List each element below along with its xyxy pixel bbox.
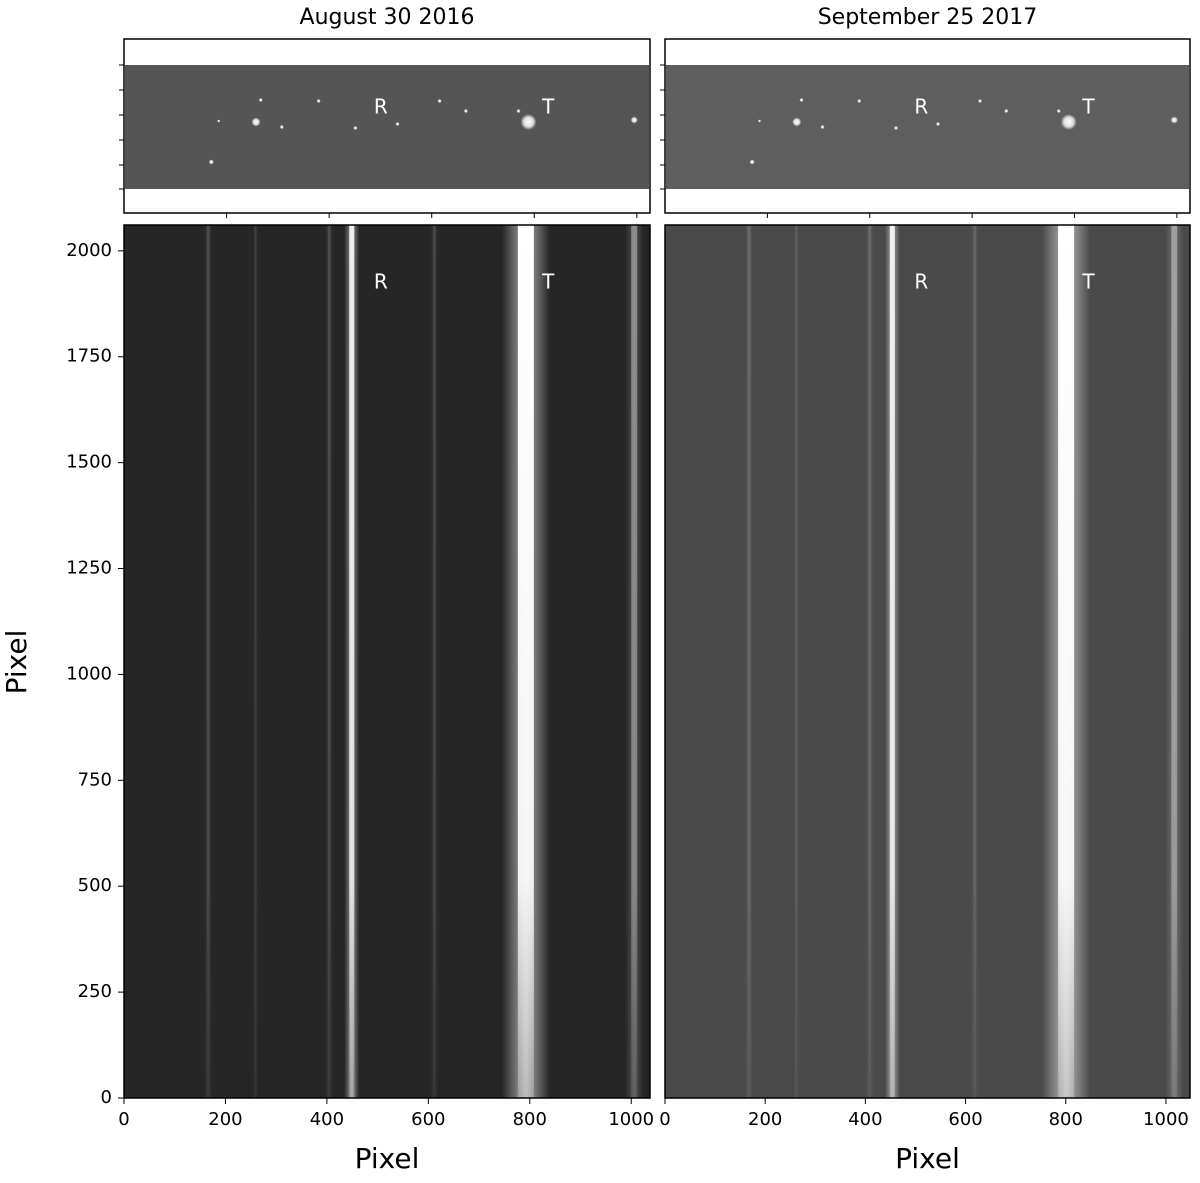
x-tick-label: 400 xyxy=(310,1109,344,1130)
y-tick-label: 0 xyxy=(101,1087,112,1108)
star xyxy=(258,98,263,102)
x-tick-label: 600 xyxy=(948,1109,982,1130)
star xyxy=(463,109,468,113)
annotation: R xyxy=(914,270,928,294)
x-tick-label: 400 xyxy=(848,1109,882,1130)
direct-image xyxy=(125,65,649,189)
x-tick-label: 800 xyxy=(1049,1109,1083,1130)
spectrum-trace xyxy=(254,225,257,1098)
star xyxy=(936,122,940,126)
star xyxy=(520,114,537,130)
star xyxy=(1060,114,1077,130)
star xyxy=(1004,109,1009,113)
star xyxy=(353,126,358,130)
spectrum-trace xyxy=(1058,225,1075,1098)
star xyxy=(437,99,442,103)
star xyxy=(279,125,284,129)
y-axis-label: Pixel xyxy=(0,630,33,695)
x-tick-label: 200 xyxy=(208,1109,242,1130)
panel-title: August 30 2016 xyxy=(300,5,475,30)
y-tick-label: 500 xyxy=(78,875,112,896)
x-tick-label: 1000 xyxy=(608,1109,654,1130)
star xyxy=(1170,116,1178,124)
y-tick-label: 250 xyxy=(78,981,112,1002)
y-tick-label: 1000 xyxy=(66,663,112,684)
y-tick-label: 750 xyxy=(78,769,112,790)
spectrum-trace xyxy=(206,225,210,1098)
x-tick-label: 0 xyxy=(118,1109,129,1130)
star xyxy=(630,116,638,124)
star xyxy=(217,119,221,123)
x-axis-label: Pixel xyxy=(355,1142,420,1175)
annotation: R xyxy=(374,95,388,119)
star xyxy=(799,98,804,102)
panel-title: September 25 2017 xyxy=(818,5,1038,30)
x-tick-label: 200 xyxy=(748,1109,782,1130)
star xyxy=(820,125,825,129)
star xyxy=(516,109,521,113)
spectrum-trace xyxy=(973,225,977,1098)
y-tick-label: 1750 xyxy=(66,346,112,367)
x-tick-label: 600 xyxy=(411,1109,445,1130)
annotation: T xyxy=(541,270,555,294)
annotation: T xyxy=(1081,95,1095,119)
star xyxy=(208,159,214,165)
x-tick-label: 1000 xyxy=(1143,1109,1189,1130)
axes-frame xyxy=(123,224,651,1099)
star xyxy=(792,117,802,127)
annotation: R xyxy=(914,95,928,119)
star xyxy=(395,122,400,126)
star xyxy=(978,99,982,103)
star xyxy=(894,126,898,130)
spectrum-trace xyxy=(327,225,331,1098)
spectrum-image xyxy=(124,225,650,1098)
star xyxy=(1056,109,1061,113)
axes-frame xyxy=(664,224,1191,1099)
annotation: T xyxy=(1081,270,1095,294)
spectrum-trace xyxy=(349,225,355,1098)
spectrum-trace xyxy=(1171,225,1178,1098)
spectrum-image xyxy=(665,225,1190,1098)
x-tick-label: 0 xyxy=(659,1109,670,1130)
direct-image xyxy=(666,65,1189,189)
star xyxy=(749,159,755,165)
star xyxy=(316,99,321,103)
spectrum-trace xyxy=(795,225,798,1098)
x-axis-label: Pixel xyxy=(895,1142,960,1175)
annotation: R xyxy=(374,270,388,294)
star xyxy=(857,99,862,103)
y-tick-label: 1250 xyxy=(66,558,112,579)
spectrum-trace xyxy=(517,225,534,1098)
star xyxy=(251,117,261,127)
spectrum-trace xyxy=(432,225,436,1098)
spectrum-trace xyxy=(868,225,872,1098)
y-tick-label: 2000 xyxy=(66,240,112,261)
spectrum-trace xyxy=(889,225,895,1098)
spectrum-trace xyxy=(631,225,638,1098)
spectrum-trace xyxy=(747,225,751,1098)
annotation: T xyxy=(541,95,555,119)
y-tick-label: 1500 xyxy=(66,452,112,473)
x-tick-label: 800 xyxy=(513,1109,547,1130)
star xyxy=(758,119,761,123)
